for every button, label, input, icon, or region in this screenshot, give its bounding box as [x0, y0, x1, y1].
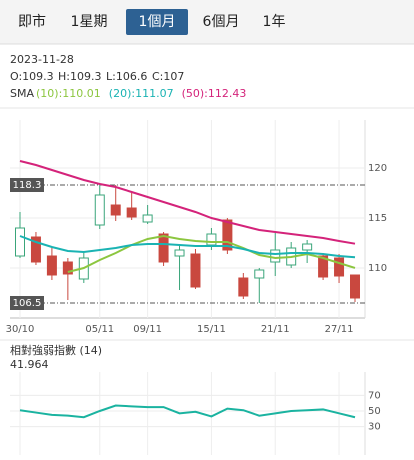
tab[interactable]: 1年 [263, 14, 286, 30]
candle-body [350, 274, 360, 299]
reference-label: 106.5 [13, 298, 42, 309]
legend-name: (50): [182, 87, 208, 100]
rsi-value: 41.964 [10, 358, 49, 371]
candle-body [62, 261, 73, 275]
y-tick-label: 120 [368, 163, 387, 174]
candle-body [222, 219, 233, 251]
y-tick-label: 50 [368, 406, 381, 417]
ohlc-close: C:107 [152, 70, 184, 83]
ohlc-open: O:109.3 [10, 70, 54, 83]
tab-bar [0, 0, 414, 44]
legend-name: (10): [36, 87, 62, 100]
date: 2023-11-28 [10, 53, 74, 66]
legend-value: 111.07 [135, 87, 174, 100]
ohlc-low: L:106.6 [106, 70, 147, 83]
candle-body [318, 255, 329, 278]
y-tick-label: 30 [368, 422, 381, 433]
x-tick-label: 30/10 [6, 324, 35, 335]
ohlc-high: H:109.3 [58, 70, 101, 83]
x-tick-label: 05/11 [85, 324, 114, 335]
candle-body [110, 204, 121, 216]
candle-body [142, 214, 153, 223]
candle-body [30, 236, 41, 263]
tab-selected-bg [126, 9, 188, 35]
legend-value: 112.43 [208, 87, 247, 100]
y-tick-label: 115 [368, 213, 387, 224]
sma-line [19, 235, 356, 259]
candle-body [238, 277, 249, 297]
candle-body [206, 233, 217, 246]
x-tick-label: 27/11 [325, 324, 354, 335]
candle-body [158, 233, 169, 263]
candle-body [190, 253, 201, 288]
y-tick-label: 70 [368, 390, 381, 401]
tab[interactable]: 即市 [18, 13, 46, 30]
tab[interactable]: 1星期 [71, 14, 108, 30]
candle-body [302, 243, 313, 251]
candle-body [15, 227, 25, 257]
reference-label: 118.3 [13, 180, 42, 191]
x-tick-label: 15/11 [197, 324, 226, 335]
sma-line [19, 160, 356, 245]
candle-body [46, 255, 57, 276]
candle-body [334, 257, 345, 277]
candle-body [94, 194, 105, 226]
x-tick-label: 09/11 [133, 324, 162, 335]
sma-label: SMA [10, 87, 34, 100]
candle-body [126, 207, 137, 218]
candle-body [270, 249, 281, 263]
y-tick-label: 110 [368, 263, 387, 274]
reference-label-bg [10, 178, 44, 192]
reference-label-bg [10, 296, 44, 310]
candle-body [254, 269, 265, 279]
x-tick-label: 21/11 [261, 324, 290, 335]
tab[interactable]: 1個月 [139, 14, 176, 30]
tab[interactable]: 6個月 [203, 14, 240, 30]
rsi-title: 相對強弱指數 (14) [10, 343, 102, 357]
candle-body [174, 249, 185, 257]
legend-value: 110.01 [62, 87, 101, 100]
rsi-line [19, 404, 356, 419]
legend-name: (20): [109, 87, 135, 100]
